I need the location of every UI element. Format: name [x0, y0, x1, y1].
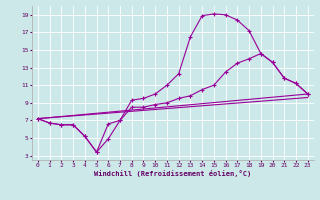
X-axis label: Windchill (Refroidissement éolien,°C): Windchill (Refroidissement éolien,°C) [94, 170, 252, 177]
